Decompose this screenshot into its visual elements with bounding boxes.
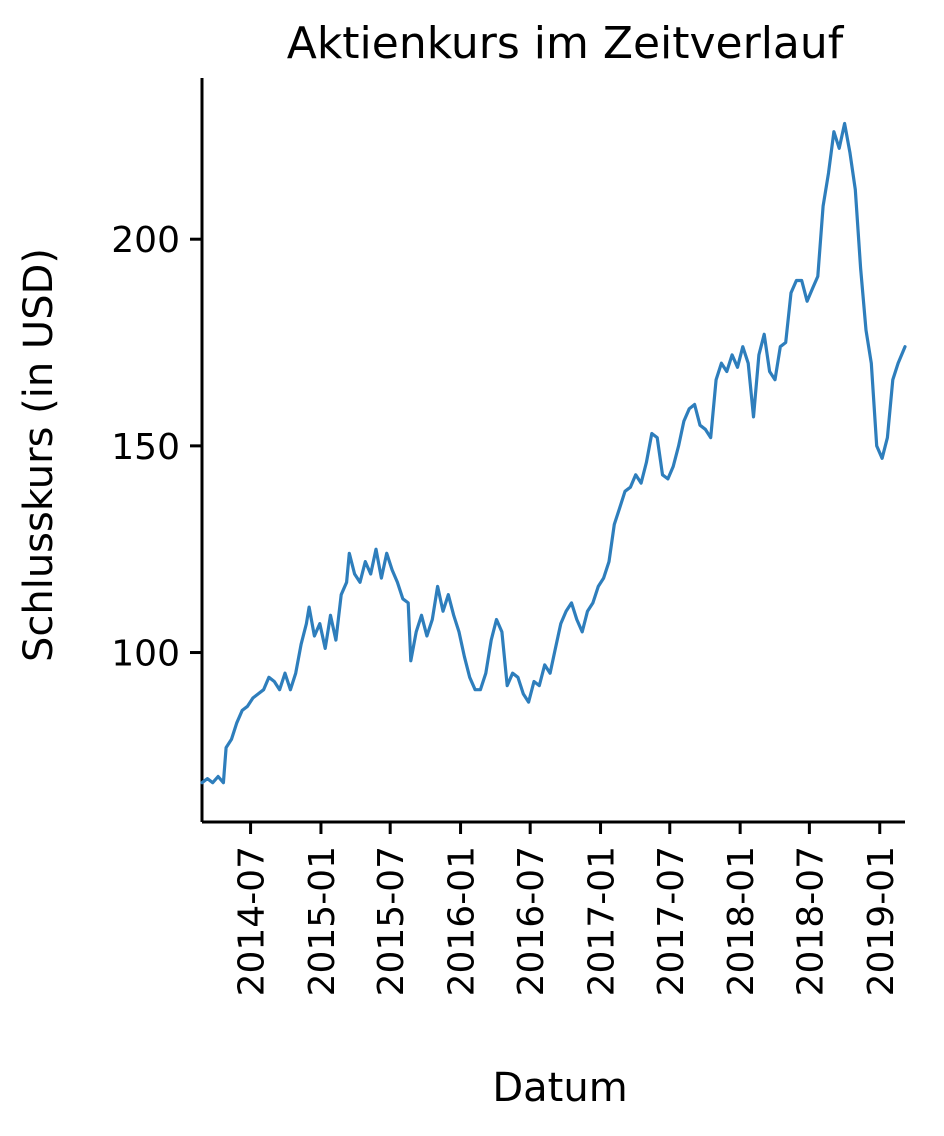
- y-axis-label: Schlusskurs (in USD): [16, 248, 62, 662]
- x-tick-label: 2014-07: [232, 846, 273, 996]
- x-tick-label: 2019-01: [861, 846, 902, 996]
- x-tick-label: 2017-07: [651, 846, 692, 996]
- y-tick-label: 150: [111, 427, 180, 468]
- x-tick-label: 2016-07: [511, 846, 552, 996]
- series-layer: [200, 121, 907, 785]
- chart-title: Aktienkurs im Zeitverlauf: [287, 18, 845, 69]
- x-tick-label: 2018-01: [721, 846, 762, 996]
- x-tick-label: 2017-01: [582, 846, 623, 996]
- x-tick-label: 2016-01: [442, 846, 483, 996]
- x-tick-label: 2015-07: [371, 846, 412, 996]
- x-tick-label: 2018-07: [790, 846, 831, 996]
- x-tick-label: 2015-01: [302, 846, 343, 996]
- y-tick-label: 100: [111, 634, 180, 675]
- axes: 100 150 200 2014-07 2015-01 2015-07 2016-01 201…: [111, 78, 905, 996]
- x-axis-label: Datum: [492, 1065, 627, 1111]
- y-tick-label: 200: [111, 220, 180, 261]
- price-series-line: [200, 121, 907, 785]
